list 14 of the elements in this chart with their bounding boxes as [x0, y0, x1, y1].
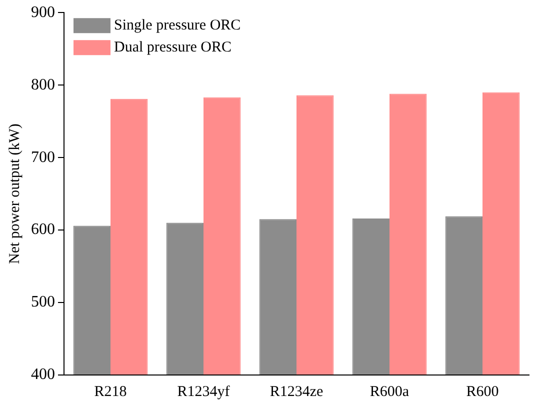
x-tick-label: R1234ze: [270, 384, 324, 400]
legend-label: Single pressure ORC: [114, 18, 241, 34]
y-tick-label: 700: [31, 148, 55, 166]
y-tick-label: 600: [31, 221, 55, 238]
legend-label: Dual pressure ORC: [114, 40, 232, 56]
y-tick-label: 800: [31, 76, 55, 94]
x-tick-label: R218: [94, 384, 127, 400]
x-tick-label: R600a: [370, 384, 410, 400]
y-axis-title: Net power output (kW): [6, 124, 23, 264]
x-tick-label: R600: [466, 384, 499, 400]
y-tick-label: 900: [31, 4, 55, 21]
y-tick-label: 500: [31, 294, 55, 311]
x-tick-label: R1234yf: [177, 384, 230, 400]
y-tick-label: 400: [31, 366, 55, 384]
